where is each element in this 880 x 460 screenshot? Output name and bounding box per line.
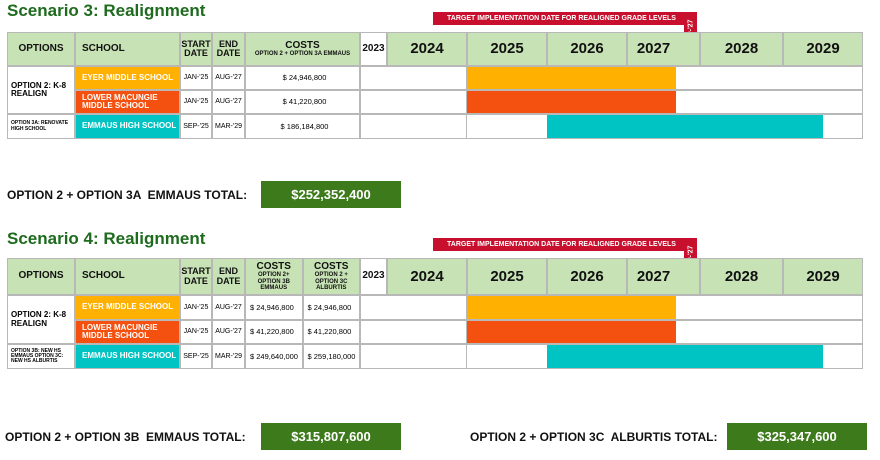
header-start: START DATE [180, 258, 212, 295]
header-end: END DATE [212, 258, 245, 295]
gantt-bar [547, 345, 823, 368]
header-year: 2029 [783, 258, 863, 295]
header-year: 2023 [360, 32, 387, 66]
header-year: 2028 [700, 32, 783, 66]
option-label: OPTION 2: K-8 REALIGN [7, 295, 75, 344]
header-options: OPTIONS [7, 258, 75, 295]
header-options: OPTIONS [7, 32, 75, 66]
school: LOWER MACUNGIE MIDDLE SCHOOL [75, 90, 180, 114]
header-costs: COSTS OPTION 2 + OPTION 3A EMMAUS [245, 32, 360, 66]
total-value: $315,807,600 [261, 423, 401, 450]
school: EMMAUS HIGH SCHOOL [75, 114, 180, 139]
total-value: $325,347,600 [727, 423, 867, 450]
header-year: 2023 [360, 258, 387, 295]
header-school: SCHOOL [75, 258, 180, 295]
school: LOWER MACUNGIE MIDDLE SCHOOL [75, 320, 180, 344]
timeline-blank [360, 344, 467, 369]
cost: $ 41,220,800 [245, 90, 360, 114]
cost: $ 249,640,000 [245, 344, 303, 369]
timeline-blank [360, 114, 467, 139]
gantt-bar [547, 115, 823, 138]
costs-title: COSTS [285, 39, 320, 51]
end-date: AUG-'27 [212, 320, 245, 344]
costs-sub: OPTION 2 + OPTION 3C ALBURTIS [314, 272, 348, 291]
costs-title: COSTS [256, 260, 291, 272]
total-label: OPTION 2 + OPTION 3A EMMAUS TOTAL: [7, 187, 248, 202]
start-date: JAN-'25 [180, 90, 212, 114]
scenario-title: Scenario 3: Realignment [7, 1, 206, 20]
header-costs: COSTS OPTION 2+ OPTION 3B EMMAUS [245, 258, 303, 295]
header-year: 2024 [387, 32, 467, 66]
option-label: OPTION 2: K-8 REALIGN [7, 66, 75, 114]
end-date: AUG-'27 [212, 295, 245, 320]
end-date: AUG-'27 [212, 90, 245, 114]
end-date: MAR-'29 [212, 114, 245, 139]
total-label: OPTION 2 + OPTION 3B EMMAUS TOTAL: [5, 429, 246, 444]
cost: $ 41,220,800 [245, 320, 303, 344]
gantt-bar [467, 67, 676, 89]
gantt-bar [467, 296, 676, 319]
banner: TARGET IMPLEMENTATION DATE FOR REALIGNED… [433, 238, 690, 251]
timeline-blank [360, 295, 467, 320]
school: EMMAUS HIGH SCHOOL [75, 344, 180, 369]
header-year: 2027 [627, 32, 700, 66]
end-date: AUG-'27 [212, 66, 245, 90]
header-year: 2025 [467, 32, 547, 66]
option-label: OPTION 3B: NEW HS EMMAUS OPTION 3C: NEW … [7, 344, 75, 369]
start-date: SEP-'25 [180, 114, 212, 139]
costs-sub: OPTION 2+ OPTION 3B EMMAUS [257, 272, 290, 291]
cost: $ 41,220,800 [302, 320, 360, 344]
header-year: 2029 [783, 32, 863, 66]
header-costs: COSTS OPTION 2 + OPTION 3C ALBURTIS [302, 258, 360, 295]
school: EYER MIDDLE SCHOOL [75, 66, 180, 90]
school: EYER MIDDLE SCHOOL [75, 295, 180, 320]
cost: $ 24,946,800 [245, 295, 303, 320]
start-date: JAN-'25 [180, 320, 212, 344]
total-value: $252,352,400 [261, 181, 401, 208]
timeline-blank [360, 66, 467, 90]
costs-sub: OPTION 2 + OPTION 3A EMMAUS [254, 51, 351, 58]
cost: $ 24,946,800 [245, 66, 360, 90]
total-label: OPTION 2 + OPTION 3C ALBURTIS TOTAL: [470, 429, 718, 444]
header-year: 2026 [547, 32, 627, 66]
header-year: 2027 [627, 258, 700, 295]
header-year: 2025 [467, 258, 547, 295]
gantt-bar [467, 321, 676, 343]
costs-title: COSTS [314, 260, 349, 272]
start-date: SEP-'25 [180, 344, 212, 369]
scenario-title: Scenario 4: Realignment [7, 229, 206, 248]
header-school: SCHOOL [75, 32, 180, 66]
header-start: START DATE [180, 32, 212, 66]
cost: $ 186,184,800 [245, 114, 360, 139]
header-year: 2024 [387, 258, 467, 295]
banner: TARGET IMPLEMENTATION DATE FOR REALIGNED… [433, 12, 690, 25]
start-date: JAN-'25 [180, 295, 212, 320]
gantt-bar [467, 91, 676, 113]
timeline-blank [360, 90, 467, 114]
cost: $ 24,946,800 [302, 295, 360, 320]
option-label: OPTION 3A: RENOVATE HIGH SCHOOL [7, 114, 75, 139]
timeline-blank [360, 320, 467, 344]
cost: $ 259,180,000 [302, 344, 360, 369]
start-date: JAN-'25 [180, 66, 212, 90]
end-date: MAR-'29 [212, 344, 245, 369]
header-year: 2028 [700, 258, 783, 295]
header-end: END DATE [212, 32, 245, 66]
header-year: 2026 [547, 258, 627, 295]
